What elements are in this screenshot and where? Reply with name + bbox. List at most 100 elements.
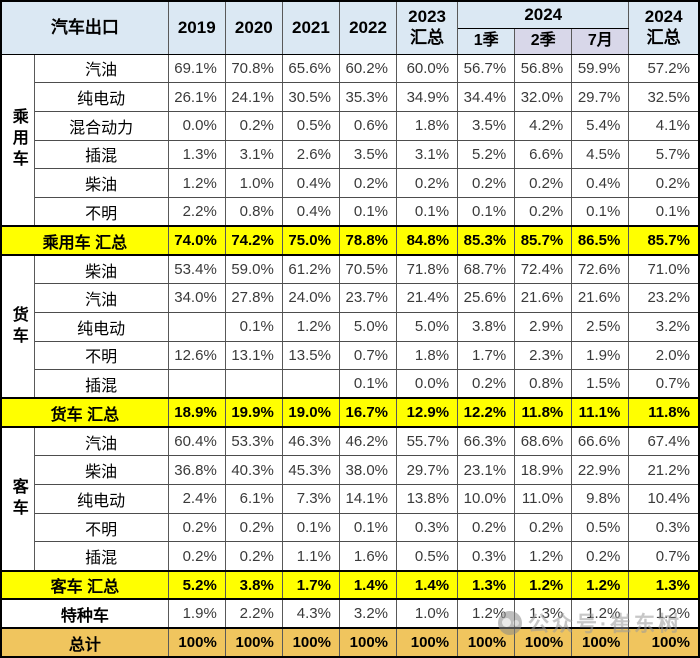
value-cell: 4.2% [514,110,573,141]
value-cell: 11.8% [514,397,573,429]
value-cell: 21.2% [628,455,700,486]
value-cell: 60.4% [167,426,226,457]
value-cell: 5.2% [167,569,226,601]
value-cell: 56.7% [457,53,516,84]
value-cell: 3.5% [457,110,516,141]
fuel-type-label: 汽油 [33,53,169,84]
value-cell: 1.3% [514,598,573,629]
fuel-type-label: 柴油 [33,254,169,285]
value-cell: 65.6% [281,53,340,84]
value-cell: 24.0% [281,283,340,313]
value-cell: 7.3% [281,484,340,514]
value-cell: 0.3% [396,512,459,543]
value-cell: 68.6% [514,426,573,457]
value-cell: 0.2% [224,110,283,141]
value-cell: 10.0% [457,484,516,514]
fuel-row: 插混 1.3% 3.1% 2.6% 3.5% 3.1% 5.2% 6.6% 4.5% 5.7% [1,139,700,170]
value-cell: 18.9% [514,455,573,486]
col-header-q1: 1季 [457,27,516,55]
value-cell: 66.6% [571,426,630,457]
value-cell: 21.6% [514,283,573,313]
summary-label: 客车 汇总 [0,569,169,601]
value-cell: 1.7% [281,569,340,601]
fuel-type-label: 纯电动 [33,311,169,342]
value-cell: 25.6% [457,283,516,313]
value-cell: 72.6% [571,254,630,285]
value-cell: 0.7% [338,340,398,371]
value-cell: 75.0% [281,225,340,256]
value-cell: 100% [571,627,630,658]
col-header-2023-line2: 汇总 [410,27,445,47]
value-cell: 32.0% [514,82,573,112]
value-cell: 0.2% [514,168,573,199]
value-cell: 1.3% [167,139,226,170]
value-cell: 23.1% [457,455,516,486]
fuel-type-label: 汽油 [33,426,169,457]
summary-label: 乘用车 汇总 [0,225,169,256]
value-cell: 0.8% [224,197,283,227]
value-cell: 0.5% [571,512,630,543]
value-cell: 0.7% [628,369,700,399]
value-cell: 5.2% [457,139,516,170]
value-cell: 0.1% [224,311,283,342]
value-cell: 30.5% [281,82,340,112]
value-cell: 5.7% [628,139,700,170]
value-cell: 1.4% [396,569,459,601]
value-cell: 1.3% [628,569,700,601]
value-cell: 5.0% [338,311,398,342]
value-cell: 12.9% [396,397,459,429]
value-cell: 1.2% [571,569,630,601]
value-cell: 70.5% [338,254,398,285]
col-header-2024-total: 2024 汇总 [628,0,700,55]
value-cell: 32.5% [628,82,700,112]
value-cell: 0.2% [457,369,516,399]
value-cell: 9.8% [571,484,630,514]
value-cell: 1.3% [457,569,516,601]
col-header-2023-line1: 2023 [408,7,446,27]
value-cell: 61.2% [281,254,340,285]
value-cell: 0.2% [457,512,516,543]
fuel-type-label: 插混 [33,139,169,170]
value-cell: 34.4% [457,82,516,112]
value-cell: 68.7% [457,254,516,285]
value-cell: 0.0% [396,369,459,399]
vehicle-group-text: 客车 [9,477,27,520]
value-cell: 0.2% [396,168,459,199]
value-cell: 0.0% [167,110,226,141]
col-header-2024-total-line2: 汇总 [646,27,681,47]
summary-label: 货车 汇总 [0,397,169,429]
value-cell: 100% [224,627,283,658]
fuel-type-label: 不明 [33,340,169,371]
table-title: 汽车出口 [0,0,169,55]
value-cell: 3.8% [224,569,283,601]
value-cell: 0.1% [338,197,398,227]
value-cell: 13.8% [396,484,459,514]
value-cell: 40.3% [224,455,283,486]
value-cell: 2.5% [571,311,630,342]
value-cell: 0.5% [281,110,340,141]
value-cell: 19.9% [224,397,283,429]
value-cell: 29.7% [571,82,630,112]
col-header-2021: 2021 [281,0,340,55]
value-cell: 2.6% [281,139,340,170]
special-vehicle-row: 特种车 1.9% 2.2% 4.3% 3.2% 1.0% 1.2% 1.3% 1.2% 1.2% [0,598,700,629]
value-cell: 85.7% [628,225,700,256]
value-cell: 5.4% [571,110,630,141]
value-cell: 0.7% [628,541,700,572]
value-cell: 24.1% [224,82,283,112]
value-cell: 71.0% [628,254,700,285]
value-cell: 5.0% [396,311,459,342]
vehicle-group-text: 货车 [9,305,27,348]
value-cell: 1.2% [457,598,516,629]
fuel-type-label: 柴油 [33,168,169,199]
value-cell: 3.5% [338,139,398,170]
fuel-type-label: 不明 [33,197,169,227]
value-cell [167,369,226,399]
value-cell: 0.2% [571,541,630,572]
value-cell: 0.3% [628,512,700,543]
value-cell: 0.2% [224,512,283,543]
value-cell: 0.2% [514,512,573,543]
col-header-q2: 2季 [514,27,573,55]
value-cell: 0.1% [396,197,459,227]
value-cell: 57.2% [628,53,700,84]
